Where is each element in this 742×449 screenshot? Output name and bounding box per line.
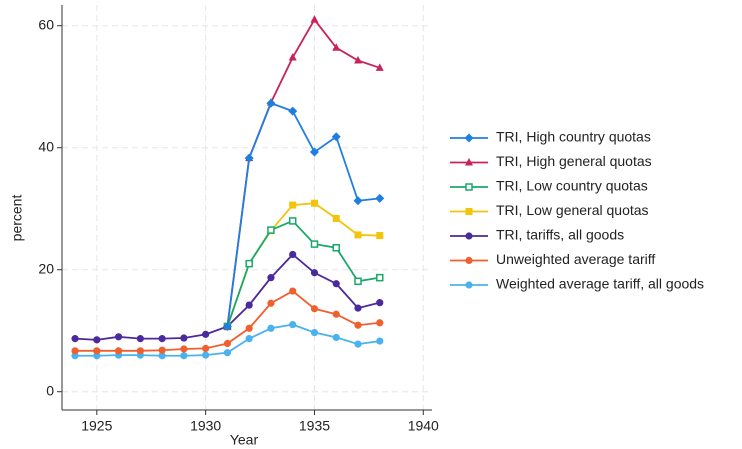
marker <box>222 321 232 331</box>
x-tick-label: 1935 <box>299 418 330 434</box>
marker <box>376 337 384 345</box>
marker <box>180 345 188 353</box>
marker <box>309 147 319 157</box>
marker <box>376 299 384 307</box>
marker <box>354 56 362 64</box>
marker <box>465 183 473 191</box>
series-line <box>226 102 380 327</box>
marker <box>465 281 473 289</box>
marker <box>289 321 297 329</box>
marker <box>332 280 340 288</box>
marker <box>354 321 362 329</box>
marker <box>245 259 253 268</box>
marker <box>202 330 210 338</box>
marker <box>354 304 362 312</box>
marker <box>465 232 473 240</box>
marker <box>158 352 166 360</box>
marker <box>354 231 362 239</box>
legend-label: TRI, Low country quotas <box>496 178 648 194</box>
marker <box>158 335 166 343</box>
marker <box>464 133 474 143</box>
marker <box>332 244 340 252</box>
marker <box>136 335 144 343</box>
marker <box>465 256 473 265</box>
marker <box>465 158 473 166</box>
marker <box>288 52 297 61</box>
legend-label: TRI, tariffs, all goods <box>496 227 624 243</box>
marker <box>289 287 297 295</box>
marker <box>114 347 123 355</box>
marker <box>332 43 341 51</box>
legend-label: TRI, Low general quotas <box>496 202 649 218</box>
marker <box>136 347 144 355</box>
marker <box>266 98 276 108</box>
marker <box>376 319 384 327</box>
marker <box>71 335 79 343</box>
marker <box>310 199 318 207</box>
marker <box>267 226 275 234</box>
marker <box>114 333 123 341</box>
marker <box>288 106 298 116</box>
marker <box>310 240 319 248</box>
marker <box>310 305 319 313</box>
marker <box>71 347 79 355</box>
marker <box>267 299 275 307</box>
marker <box>267 274 275 282</box>
marker <box>353 196 363 206</box>
y-axis-label: percent <box>9 195 25 242</box>
y-tick-label: 40 <box>38 138 54 154</box>
series-line <box>226 219 380 327</box>
y-tick-label: 20 <box>38 260 54 276</box>
marker <box>158 346 166 354</box>
legend-label: Weighted average tariff, all goods <box>496 276 704 292</box>
marker <box>245 324 253 332</box>
marker <box>332 310 340 318</box>
marker <box>375 63 384 71</box>
marker <box>180 352 188 360</box>
marker <box>310 15 319 23</box>
y-tick-label: 0 <box>46 382 54 398</box>
marker <box>267 324 275 332</box>
marker <box>354 340 362 348</box>
marker <box>331 132 341 142</box>
marker <box>289 201 297 209</box>
marker <box>202 351 210 359</box>
marker <box>180 334 188 342</box>
marker <box>245 335 253 343</box>
marker <box>310 328 319 337</box>
legend-label: Unweighted average tariff <box>496 251 655 267</box>
marker <box>202 344 210 352</box>
marker <box>223 349 232 357</box>
marker <box>289 250 297 259</box>
marker <box>376 232 384 240</box>
marker <box>310 269 319 277</box>
marker <box>93 347 101 355</box>
x-tick-label: 1925 <box>81 418 112 434</box>
marker <box>93 336 101 344</box>
marker <box>244 153 254 163</box>
marker <box>332 333 340 342</box>
marker <box>376 273 384 282</box>
marker <box>332 214 340 222</box>
marker <box>354 277 362 286</box>
x-tick-label: 1940 <box>408 418 439 434</box>
marker <box>288 217 297 225</box>
marker <box>375 193 385 203</box>
x-axis-label: Year <box>230 432 259 448</box>
legend-label: TRI, High country quotas <box>496 129 651 145</box>
y-tick-label: 60 <box>38 16 54 32</box>
marker <box>465 208 473 215</box>
marker <box>223 339 232 348</box>
marker <box>245 301 253 309</box>
legend-label: TRI, High general quotas <box>496 153 652 169</box>
x-tick-label: 1930 <box>190 418 221 434</box>
